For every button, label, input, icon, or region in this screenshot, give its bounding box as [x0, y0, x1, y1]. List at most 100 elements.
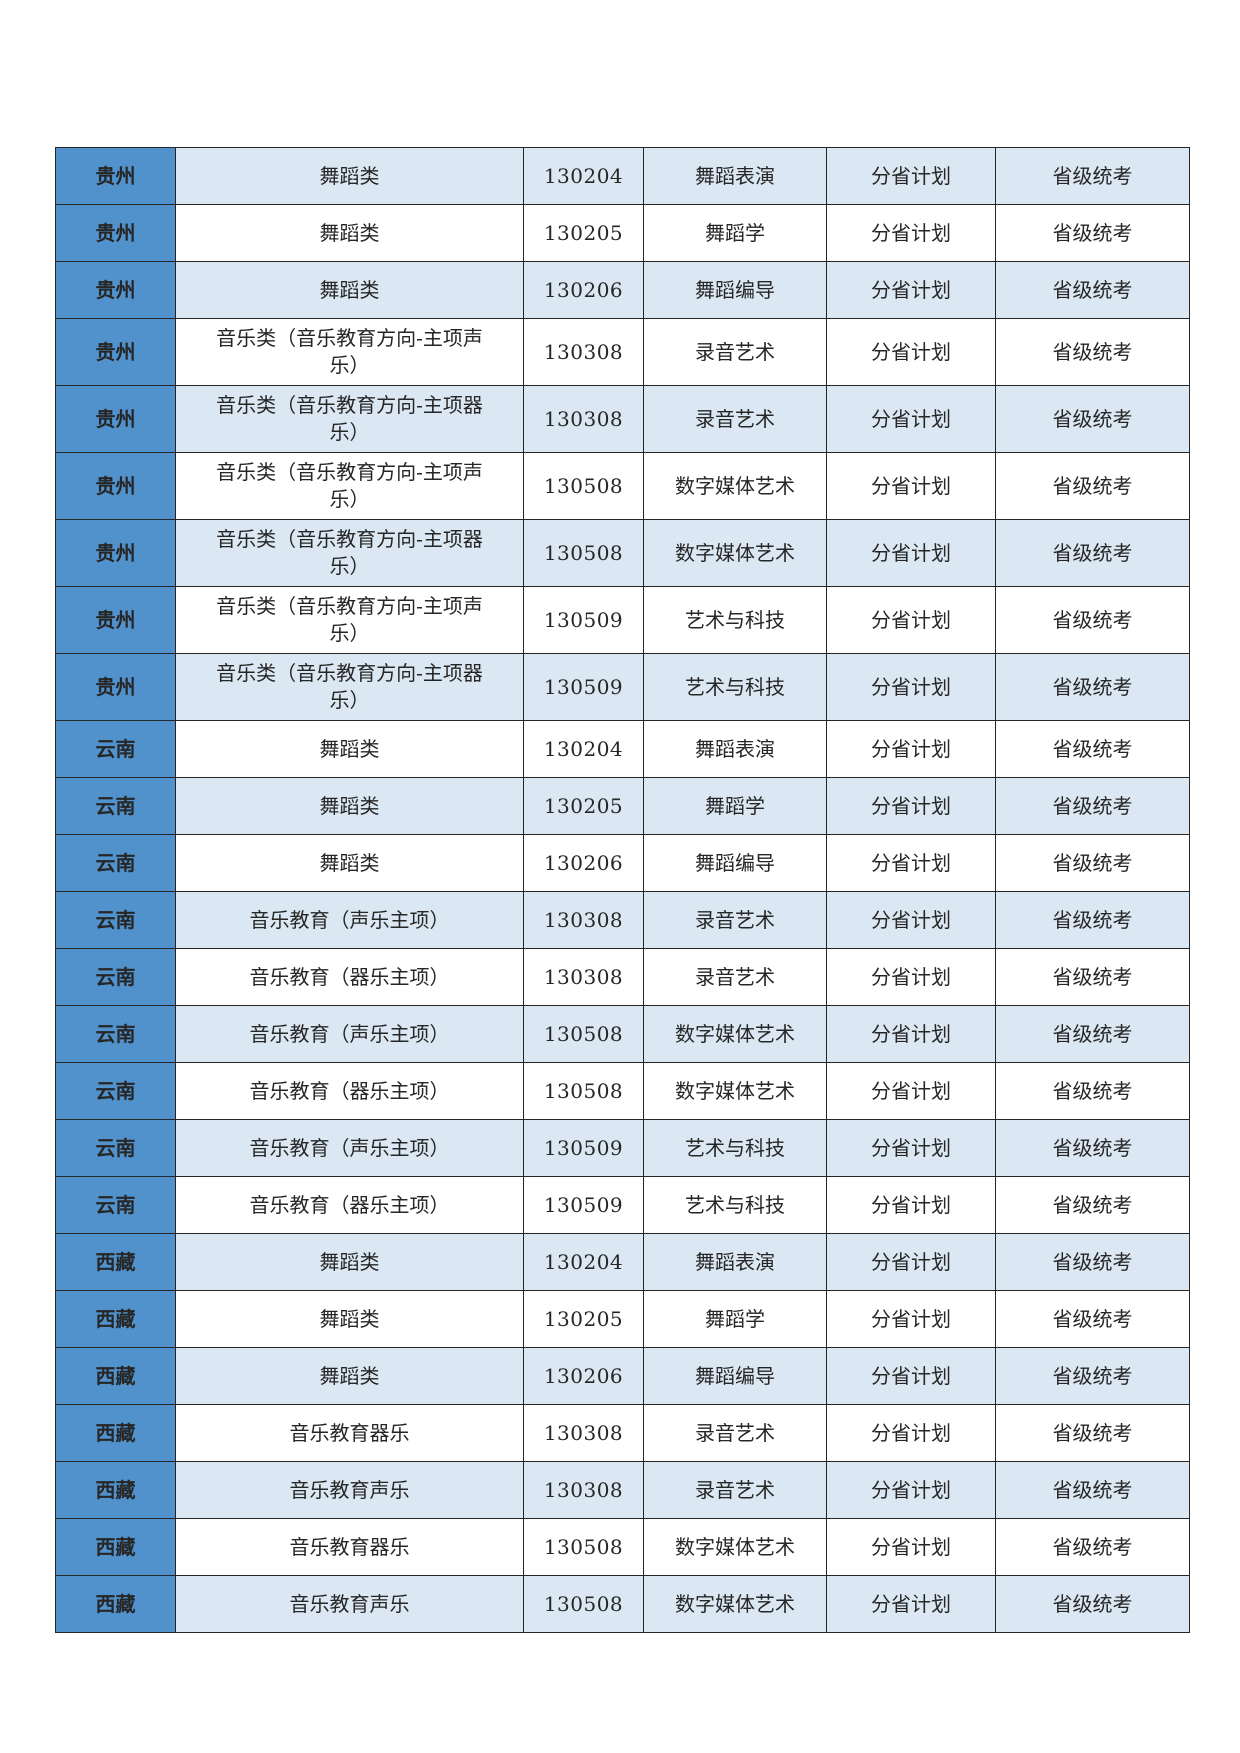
- cell-major: 数字媒体艺术: [643, 519, 827, 587]
- cell-code: 130508: [523, 1575, 644, 1633]
- cell-exam: 省级统考: [995, 1119, 1190, 1177]
- table-row: 贵州 音乐类（音乐教育方向-主项声乐） 130509 艺术与科技 分省计划 省级统考: [55, 586, 1190, 654]
- cell-category: 音乐教育（器乐主项）: [175, 948, 524, 1006]
- table-row: 云南 音乐教育（器乐主项） 130509 艺术与科技 分省计划 省级统考: [55, 1176, 1190, 1234]
- cell-code: 130204: [523, 720, 644, 778]
- cell-code: 130205: [523, 204, 644, 262]
- cell-exam: 省级统考: [995, 204, 1190, 262]
- table-row: 云南 音乐教育（声乐主项） 130308 录音艺术 分省计划 省级统考: [55, 891, 1190, 949]
- table-row: 云南 舞蹈类 130205 舞蹈学 分省计划 省级统考: [55, 777, 1190, 835]
- cell-code: 130308: [523, 1461, 644, 1519]
- cell-province: 西藏: [55, 1404, 176, 1462]
- cell-major: 录音艺术: [643, 948, 827, 1006]
- cell-code: 130308: [523, 1404, 644, 1462]
- cell-plan: 分省计划: [826, 1518, 996, 1576]
- table-row: 贵州 音乐类（音乐教育方向-主项声乐） 130508 数字媒体艺术 分省计划 省级统考: [55, 452, 1190, 520]
- cell-province: 贵州: [55, 519, 176, 587]
- cell-exam: 省级统考: [995, 1461, 1190, 1519]
- cell-exam: 省级统考: [995, 720, 1190, 778]
- cell-province: 西藏: [55, 1518, 176, 1576]
- table-row: 西藏 音乐教育器乐 130508 数字媒体艺术 分省计划 省级统考: [55, 1518, 1190, 1576]
- cell-province: 贵州: [55, 147, 176, 205]
- cell-province: 西藏: [55, 1233, 176, 1291]
- cell-major: 舞蹈编导: [643, 1347, 827, 1405]
- category-text: 舞蹈类: [319, 1250, 380, 1274]
- cell-province: 贵州: [55, 204, 176, 262]
- cell-major: 录音艺术: [643, 891, 827, 949]
- table-row: 云南 音乐教育（声乐主项） 130509 艺术与科技 分省计划 省级统考: [55, 1119, 1190, 1177]
- cell-province: 贵州: [55, 586, 176, 654]
- cell-province: 云南: [55, 720, 176, 778]
- cell-code: 130509: [523, 586, 644, 654]
- cell-exam: 省级统考: [995, 586, 1190, 654]
- cell-province: 云南: [55, 1176, 176, 1234]
- cell-exam: 省级统考: [995, 318, 1190, 386]
- cell-plan: 分省计划: [826, 147, 996, 205]
- cell-code: 130509: [523, 1176, 644, 1234]
- cell-category: 舞蹈类: [175, 1233, 524, 1291]
- table-row: 云南 舞蹈类 130204 舞蹈表演 分省计划 省级统考: [55, 720, 1190, 778]
- cell-code: 130204: [523, 1233, 644, 1291]
- cell-category: 舞蹈类: [175, 834, 524, 892]
- cell-category: 音乐教育（声乐主项）: [175, 891, 524, 949]
- category-text: 音乐教育声乐: [289, 1592, 410, 1616]
- cell-plan: 分省计划: [826, 1176, 996, 1234]
- cell-plan: 分省计划: [826, 1062, 996, 1120]
- table-row: 西藏 音乐教育声乐 130508 数字媒体艺术 分省计划 省级统考: [55, 1575, 1190, 1633]
- cell-category: 舞蹈类: [175, 204, 524, 262]
- cell-province: 贵州: [55, 385, 176, 453]
- cell-category: 音乐类（音乐教育方向-主项器乐）: [175, 385, 524, 453]
- cell-category: 舞蹈类: [175, 261, 524, 319]
- cell-plan: 分省计划: [826, 1005, 996, 1063]
- cell-province: 贵州: [55, 653, 176, 721]
- cell-exam: 省级统考: [995, 385, 1190, 453]
- table-row: 贵州 音乐类（音乐教育方向-主项器乐） 130308 录音艺术 分省计划 省级统考: [55, 385, 1190, 453]
- cell-exam: 省级统考: [995, 1347, 1190, 1405]
- cell-plan: 分省计划: [826, 586, 996, 654]
- table-row: 贵州 音乐类（音乐教育方向-主项器乐） 130508 数字媒体艺术 分省计划 省级统考: [55, 519, 1190, 587]
- cell-category: 舞蹈类: [175, 1290, 524, 1348]
- cell-major: 舞蹈表演: [643, 720, 827, 778]
- category-text: 音乐教育（器乐主项）: [249, 965, 450, 989]
- cell-exam: 省级统考: [995, 1575, 1190, 1633]
- cell-exam: 省级统考: [995, 948, 1190, 1006]
- category-text: 音乐教育（声乐主项）: [249, 1022, 450, 1046]
- cell-code: 130308: [523, 891, 644, 949]
- table-row: 贵州 音乐类（音乐教育方向-主项声乐） 130308 录音艺术 分省计划 省级统考: [55, 318, 1190, 386]
- cell-major: 舞蹈编导: [643, 834, 827, 892]
- category-text: 音乐类（音乐教育方向-主项声乐）: [216, 594, 483, 645]
- category-text: 音乐教育器乐: [289, 1535, 410, 1559]
- cell-plan: 分省计划: [826, 777, 996, 835]
- cell-province: 西藏: [55, 1575, 176, 1633]
- cell-province: 云南: [55, 948, 176, 1006]
- cell-plan: 分省计划: [826, 1290, 996, 1348]
- cell-major: 艺术与科技: [643, 586, 827, 654]
- category-text: 音乐教育器乐: [289, 1421, 410, 1445]
- cell-plan: 分省计划: [826, 261, 996, 319]
- table-row: 西藏 音乐教育声乐 130308 录音艺术 分省计划 省级统考: [55, 1461, 1190, 1519]
- cell-exam: 省级统考: [995, 1062, 1190, 1120]
- category-text: 音乐类（音乐教育方向-主项器乐）: [216, 661, 483, 712]
- cell-category: 音乐教育声乐: [175, 1575, 524, 1633]
- cell-code: 130509: [523, 653, 644, 721]
- cell-major: 数字媒体艺术: [643, 1575, 827, 1633]
- cell-category: 音乐教育（声乐主项）: [175, 1119, 524, 1177]
- cell-category: 舞蹈类: [175, 720, 524, 778]
- category-text: 舞蹈类: [319, 1364, 380, 1388]
- cell-plan: 分省计划: [826, 318, 996, 386]
- cell-code: 130508: [523, 452, 644, 520]
- category-text: 舞蹈类: [319, 278, 380, 302]
- category-text: 舞蹈类: [319, 794, 380, 818]
- cell-category: 舞蹈类: [175, 777, 524, 835]
- cell-category: 音乐教育声乐: [175, 1461, 524, 1519]
- category-text: 音乐教育声乐: [289, 1478, 410, 1502]
- table-row: 贵州 舞蹈类 130204 舞蹈表演 分省计划 省级统考: [55, 147, 1190, 205]
- cell-plan: 分省计划: [826, 948, 996, 1006]
- cell-code: 130508: [523, 1062, 644, 1120]
- cell-code: 130308: [523, 948, 644, 1006]
- cell-category: 音乐类（音乐教育方向-主项声乐）: [175, 318, 524, 386]
- category-text: 舞蹈类: [319, 164, 380, 188]
- cell-code: 130205: [523, 777, 644, 835]
- cell-major: 舞蹈编导: [643, 261, 827, 319]
